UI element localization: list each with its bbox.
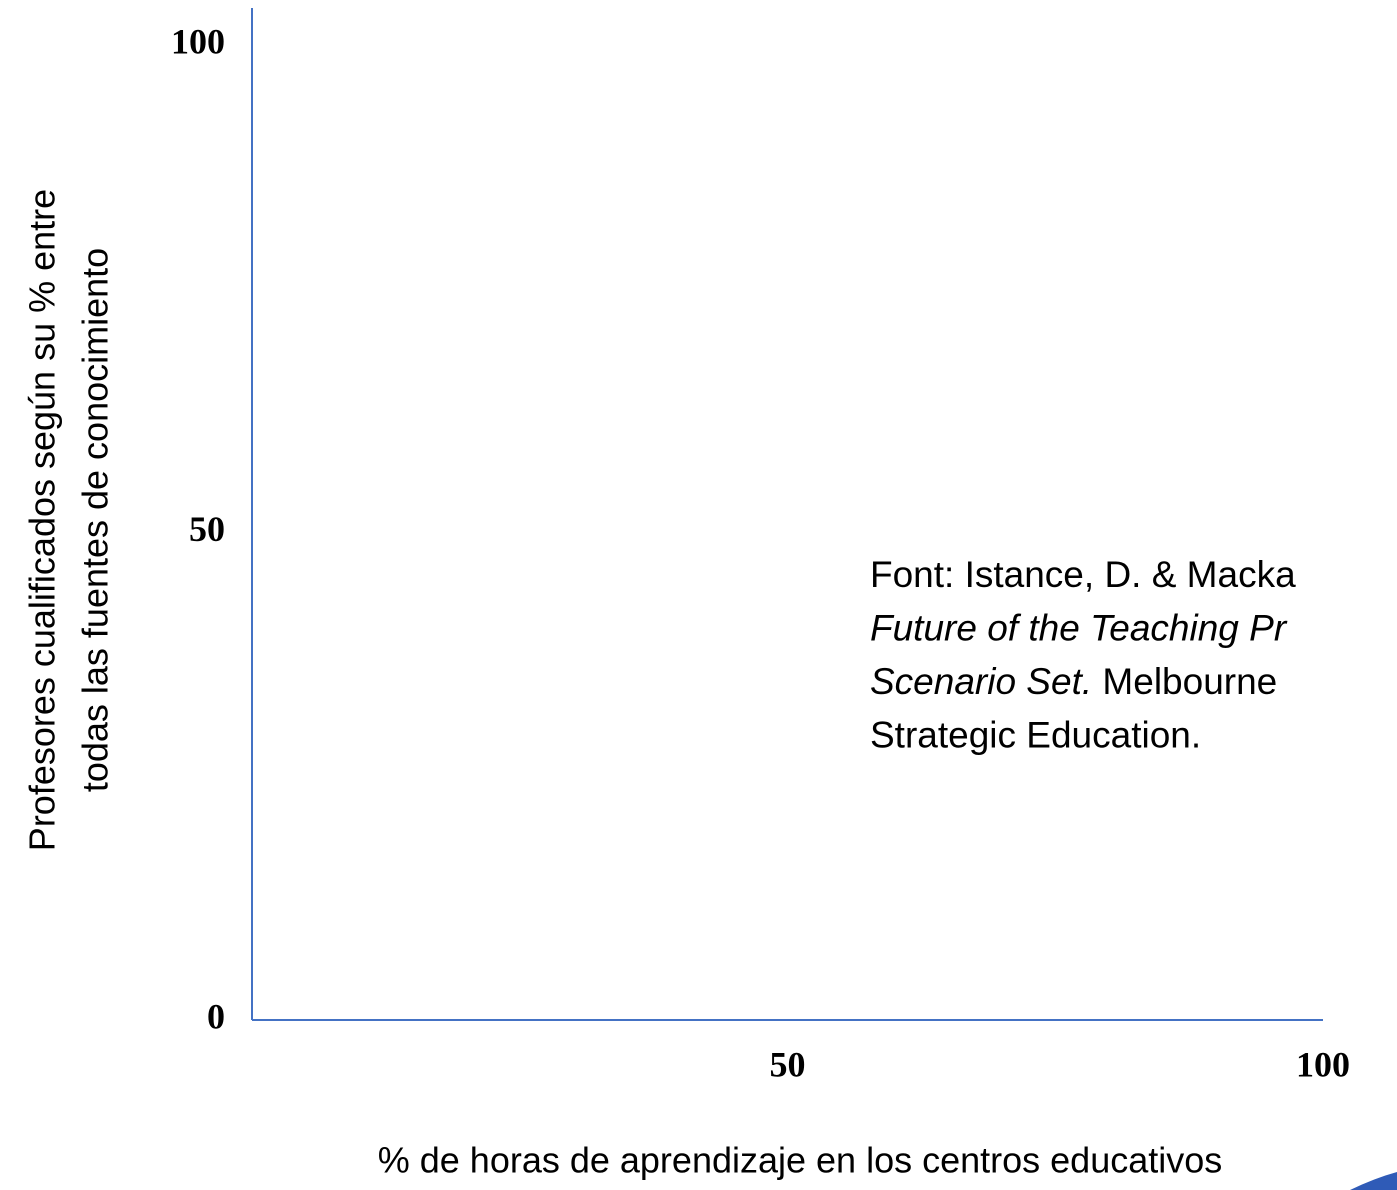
y-tick-label: 100 (171, 21, 225, 61)
x-tick-label: 50 (770, 1044, 806, 1084)
annotation-line: Font: Istance, D. & Macka (870, 554, 1296, 595)
annotation-text: Future of the Teaching Pr (870, 608, 1288, 649)
annotation-text: Font: Istance, D. & Macka (870, 554, 1296, 595)
annotation-line: Scenario Set. Melbourne (870, 661, 1277, 702)
annotation-line: Future of the Teaching Pr (870, 608, 1288, 649)
y-tick-label: 50 (189, 509, 225, 549)
annotation-text: Melbourne (1092, 661, 1277, 702)
y-tick-label: 0 (207, 996, 225, 1036)
y-axis-title: todas las fuentes de conocimiento (75, 248, 116, 792)
annotation-line: Strategic Education. (870, 715, 1201, 756)
x-axis-title: % de horas de aprendizaje en los centros… (378, 1140, 1223, 1181)
x-tick-label: 100 (1296, 1044, 1350, 1084)
y-axis-title: Profesores cualificados según su % entre (22, 189, 63, 851)
annotation-text: Strategic Education. (870, 715, 1201, 756)
decoration (1350, 1172, 1397, 1190)
annotation-text: Scenario Set. (870, 661, 1092, 702)
